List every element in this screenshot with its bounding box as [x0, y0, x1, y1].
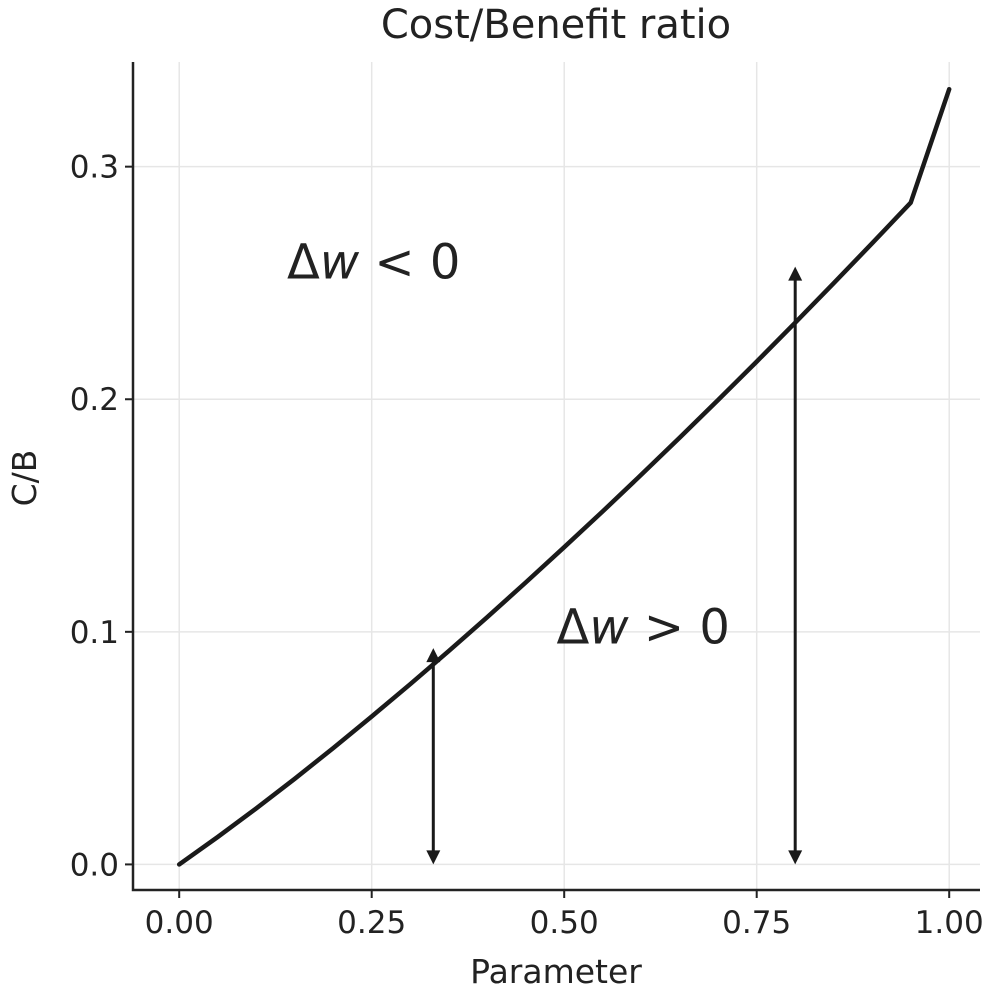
arrow-head-up	[788, 266, 803, 281]
annotation-variable: w	[589, 599, 629, 655]
x-axis-label: Parameter	[470, 952, 642, 990]
annotation-variable: w	[320, 234, 360, 290]
y-tick-label: 0.2	[70, 382, 119, 418]
annotation-delta: Δ	[287, 234, 320, 290]
x-tick-label: 0.50	[530, 905, 599, 941]
region-annotation: Δw > 0	[557, 599, 730, 655]
axis-spines	[131, 62, 980, 892]
annotation-delta: Δ	[557, 599, 590, 655]
arrows	[426, 266, 803, 865]
series	[176, 86, 952, 867]
y-tick-label: 0.3	[70, 150, 119, 186]
annotation-inequality: > 0	[629, 599, 730, 655]
y-tick-label: 0.1	[70, 615, 119, 651]
x-tick-label: 0.00	[145, 905, 214, 941]
x-tick-label: 0.25	[337, 905, 406, 941]
arrow-head-down	[788, 850, 803, 865]
x-tick-label: 0.75	[722, 905, 791, 941]
axes: 0.00 0.25 0.50 0.75 1.00 0.0 0.1 0.2 0.3	[70, 62, 984, 941]
annotation-inequality: < 0	[359, 234, 460, 290]
region-annotation: Δw < 0	[287, 234, 460, 290]
grid	[133, 62, 980, 890]
arrow-head-down	[426, 850, 441, 865]
x-tick-label: 1.00	[915, 905, 984, 941]
annotations: Δw < 0Δw > 0	[287, 234, 730, 655]
series-line	[176, 86, 952, 867]
arrow-head-up	[426, 648, 441, 663]
chart-title: Cost/Benefit ratio	[381, 2, 731, 48]
y-tick-label: 0.0	[70, 847, 119, 883]
y-axis-label: C/B	[5, 450, 44, 507]
